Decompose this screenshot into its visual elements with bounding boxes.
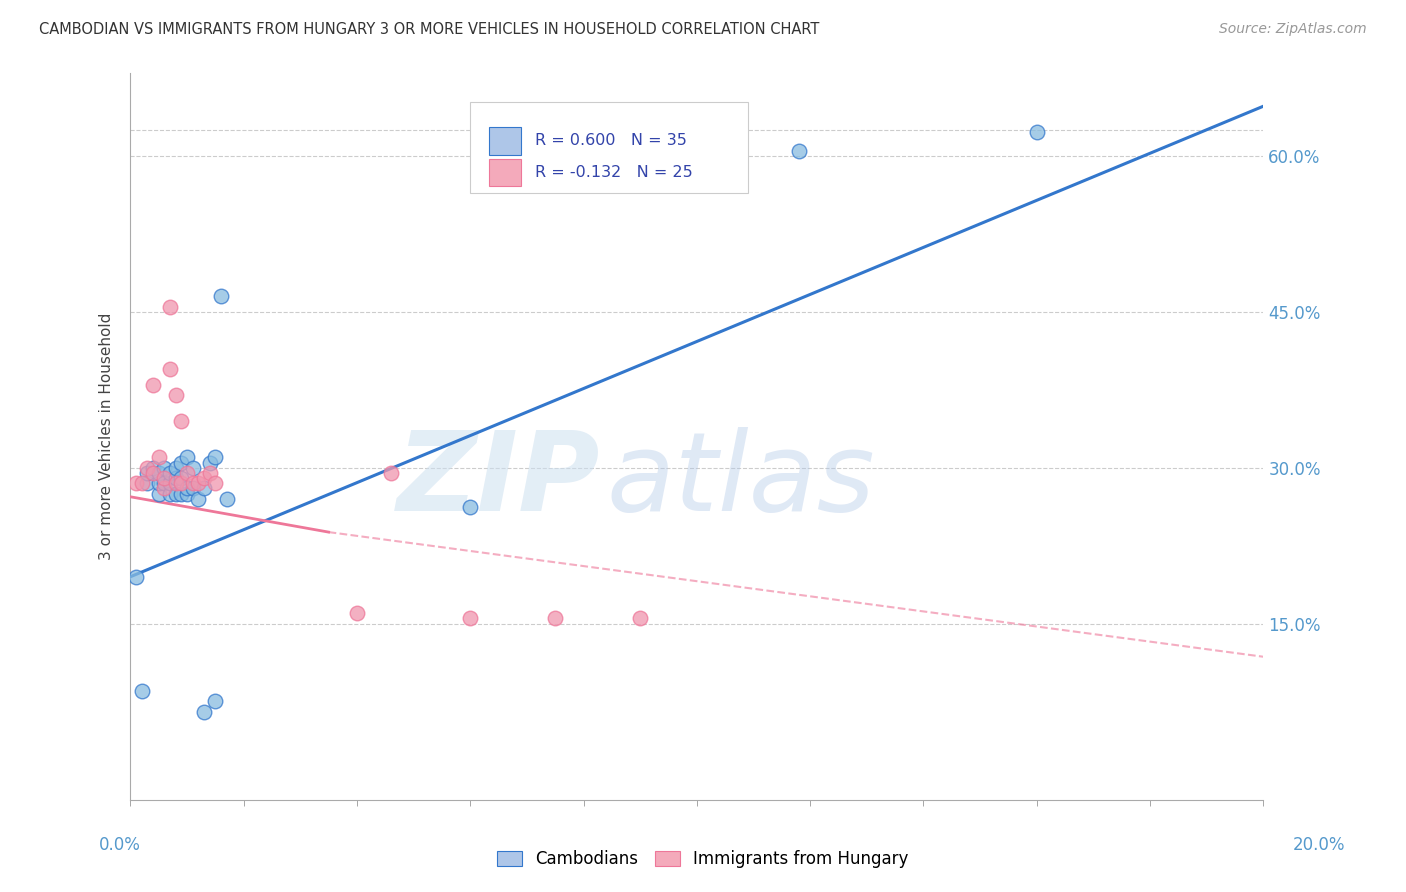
Point bbox=[136, 466, 159, 480]
Point bbox=[142, 460, 165, 475]
Text: atlas: atlas bbox=[606, 426, 875, 533]
Point bbox=[1025, 125, 1047, 139]
Point bbox=[148, 476, 170, 491]
Point bbox=[125, 476, 148, 491]
Point bbox=[165, 476, 187, 491]
Point bbox=[170, 414, 193, 428]
Point bbox=[193, 471, 215, 485]
Point bbox=[159, 466, 181, 480]
FancyBboxPatch shape bbox=[470, 102, 748, 193]
Point bbox=[170, 476, 193, 491]
Point bbox=[142, 466, 165, 480]
Legend: Cambodians, Immigrants from Hungary: Cambodians, Immigrants from Hungary bbox=[491, 844, 915, 875]
Point bbox=[159, 300, 181, 314]
Point bbox=[181, 482, 204, 496]
Point bbox=[380, 466, 402, 480]
Point bbox=[153, 482, 176, 496]
Y-axis label: 3 or more Vehicles in Household: 3 or more Vehicles in Household bbox=[100, 313, 114, 560]
Point bbox=[165, 460, 187, 475]
Point bbox=[170, 471, 193, 485]
Point bbox=[153, 471, 176, 485]
Point bbox=[159, 486, 181, 500]
Point bbox=[346, 606, 368, 620]
Point bbox=[136, 476, 159, 491]
Point bbox=[458, 500, 481, 515]
Point bbox=[170, 455, 193, 469]
Point bbox=[136, 460, 159, 475]
Point bbox=[148, 450, 170, 465]
Point bbox=[209, 289, 232, 303]
Text: 0.0%: 0.0% bbox=[98, 836, 141, 854]
Point bbox=[458, 611, 481, 625]
Bar bbox=[489, 159, 522, 186]
Point bbox=[165, 486, 187, 500]
Point bbox=[181, 460, 204, 475]
Point bbox=[148, 486, 170, 500]
Point bbox=[170, 486, 193, 500]
Text: R = -0.132   N = 25: R = -0.132 N = 25 bbox=[534, 165, 693, 180]
Point bbox=[204, 450, 226, 465]
Point bbox=[204, 694, 226, 708]
Point bbox=[159, 362, 181, 376]
Text: Source: ZipAtlas.com: Source: ZipAtlas.com bbox=[1219, 22, 1367, 37]
Point bbox=[131, 684, 153, 698]
Point bbox=[193, 705, 215, 719]
Point bbox=[215, 491, 238, 506]
Point bbox=[181, 476, 204, 491]
Point bbox=[148, 466, 170, 480]
Point bbox=[176, 482, 198, 496]
Point bbox=[125, 570, 148, 584]
Point bbox=[193, 482, 215, 496]
Point bbox=[628, 611, 651, 625]
Point bbox=[198, 455, 221, 469]
Bar bbox=[489, 127, 522, 154]
Point bbox=[165, 388, 187, 402]
Text: ZIP: ZIP bbox=[396, 426, 600, 533]
Point bbox=[131, 476, 153, 491]
Point bbox=[787, 144, 810, 158]
Point bbox=[204, 476, 226, 491]
Text: R = 0.600   N = 35: R = 0.600 N = 35 bbox=[534, 133, 686, 148]
Point bbox=[176, 466, 198, 480]
Point bbox=[544, 611, 567, 625]
Text: CAMBODIAN VS IMMIGRANTS FROM HUNGARY 3 OR MORE VEHICLES IN HOUSEHOLD CORRELATION: CAMBODIAN VS IMMIGRANTS FROM HUNGARY 3 O… bbox=[39, 22, 820, 37]
Point bbox=[187, 476, 209, 491]
Text: 20.0%: 20.0% bbox=[1292, 836, 1346, 854]
Point bbox=[198, 466, 221, 480]
Point bbox=[159, 476, 181, 491]
Point bbox=[153, 460, 176, 475]
Point bbox=[176, 450, 198, 465]
Point bbox=[187, 491, 209, 506]
Point bbox=[153, 476, 176, 491]
Point bbox=[176, 486, 198, 500]
Point bbox=[165, 471, 187, 485]
Point bbox=[142, 377, 165, 392]
